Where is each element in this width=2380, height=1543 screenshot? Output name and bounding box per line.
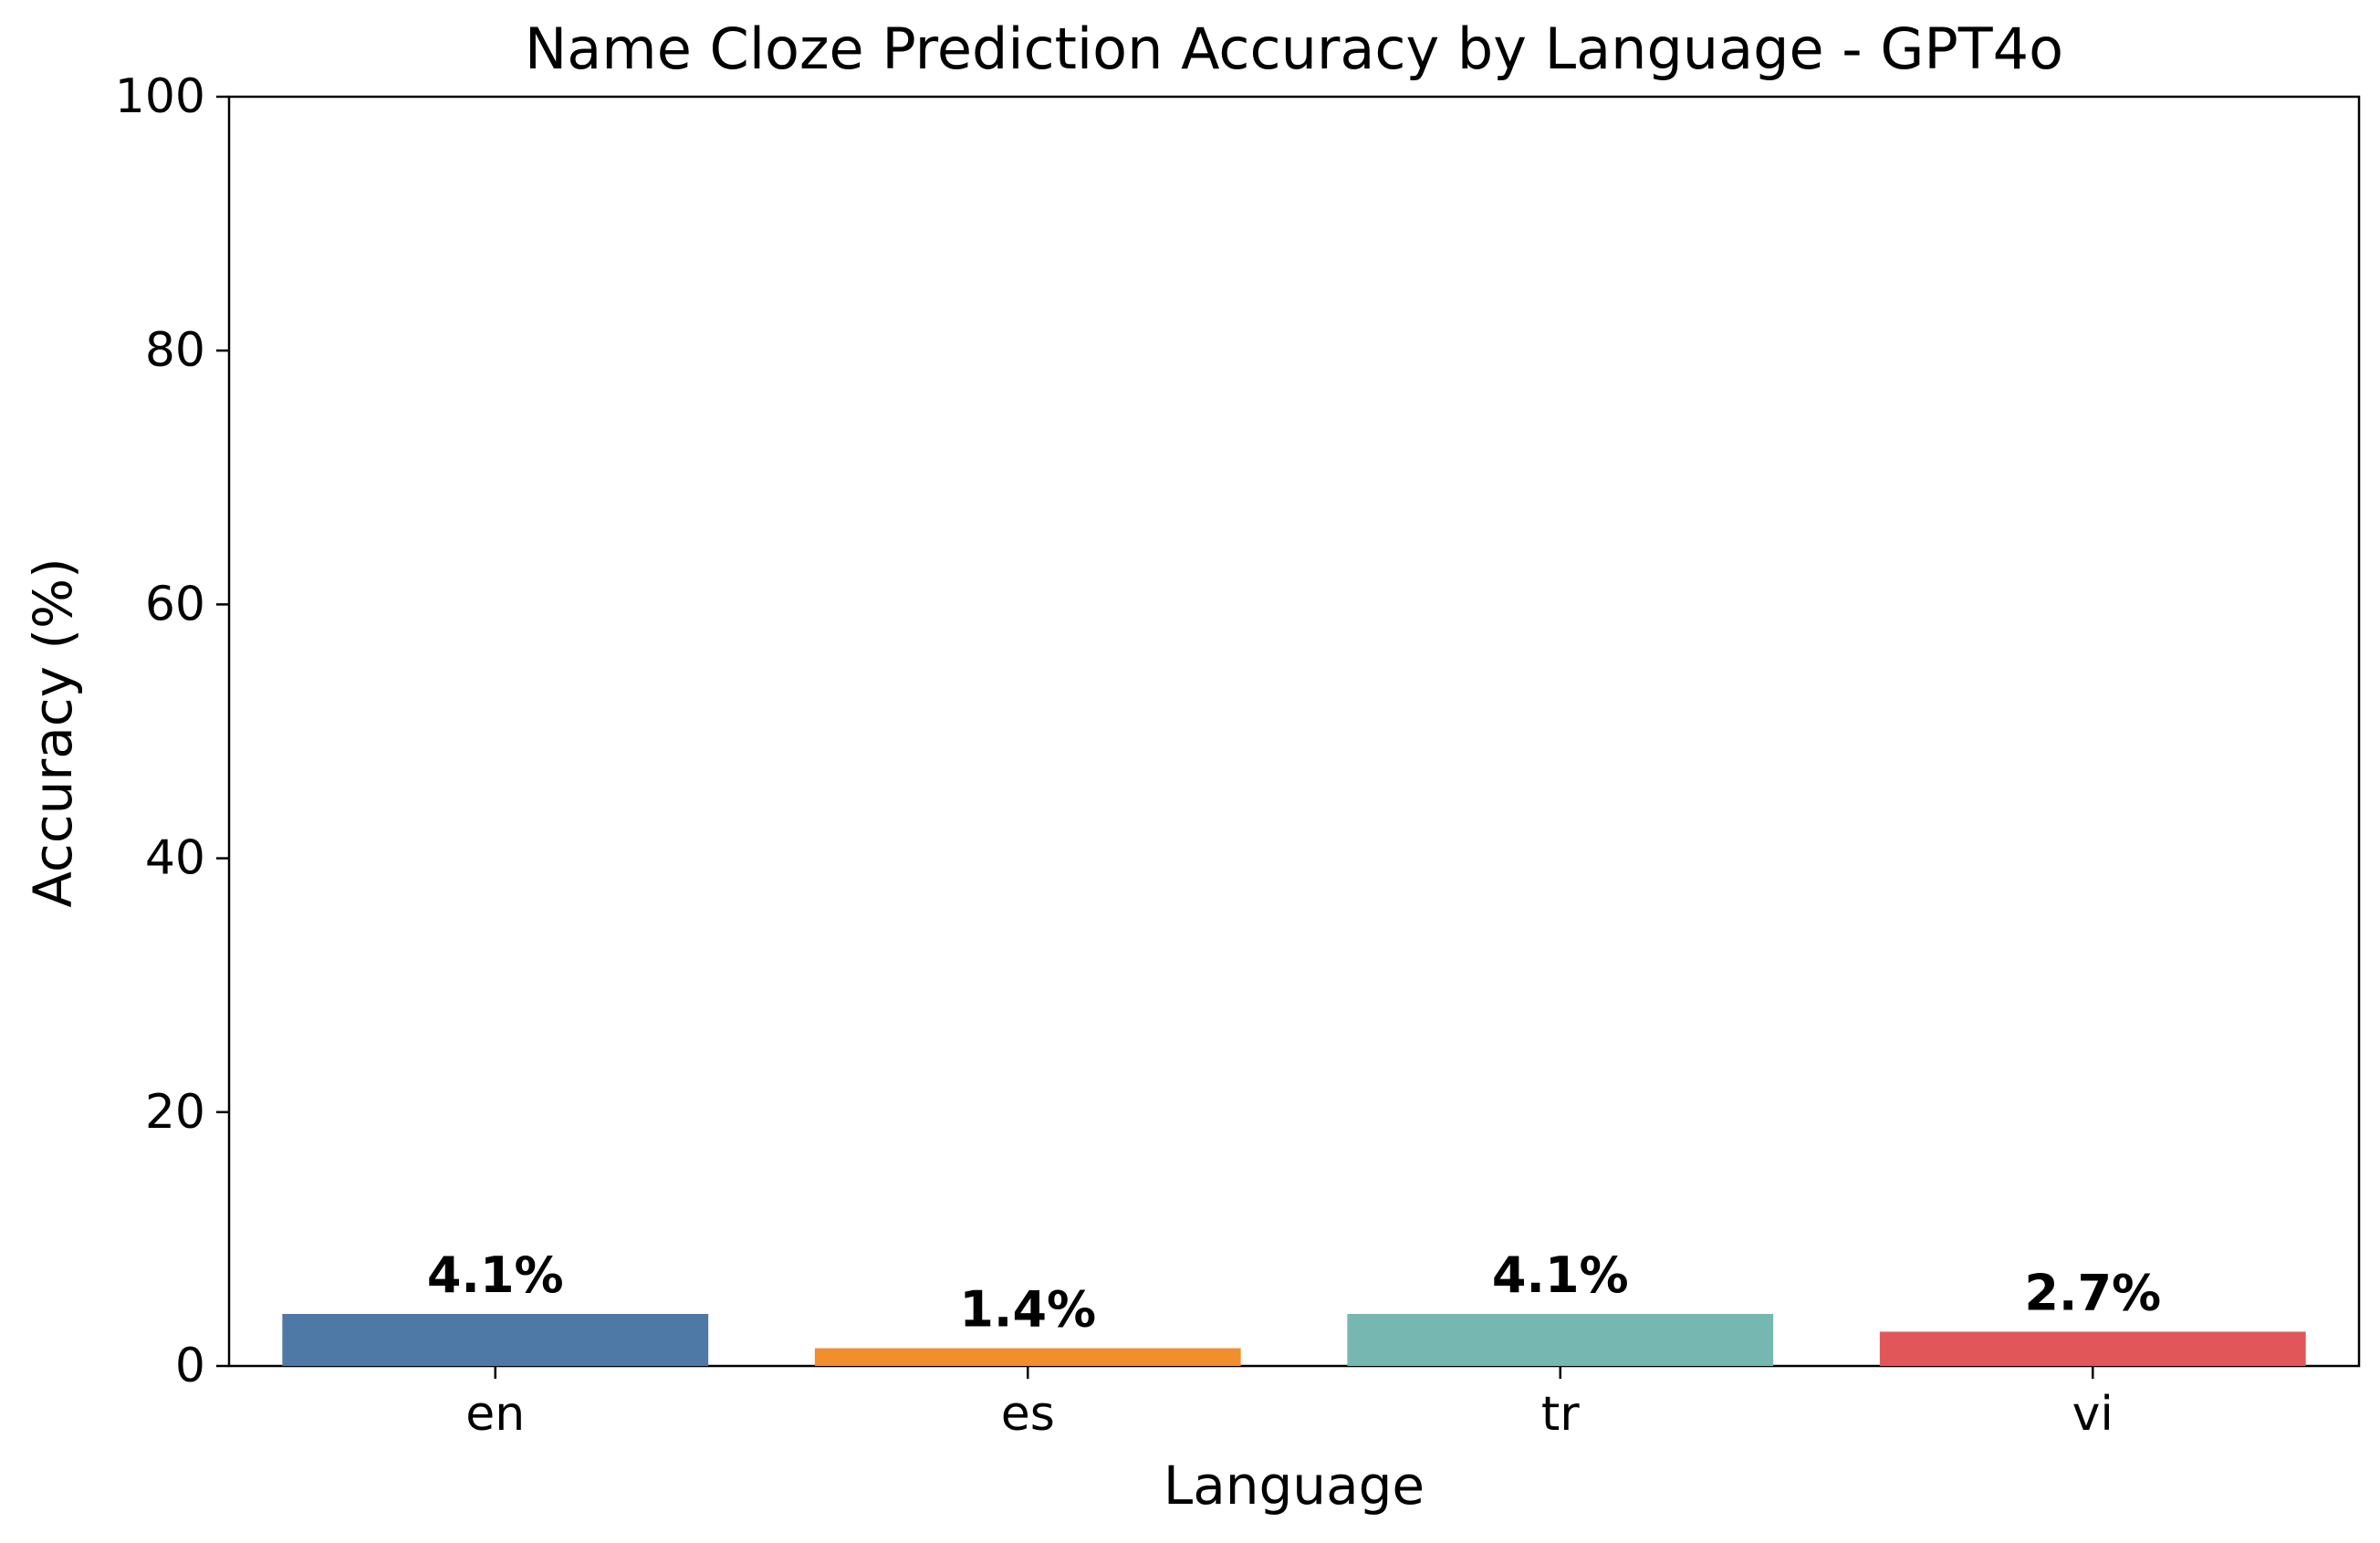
plot-frame — [227, 95, 2361, 1368]
data-label-es: 1.4% — [959, 1281, 1096, 1339]
chart-title: Name Cloze Prediction Accuracy by Langua… — [525, 16, 2063, 82]
data-label-tr: 4.1% — [1492, 1246, 1629, 1304]
y-tick-label-20: 20 — [145, 1085, 205, 1140]
x-tick-label-en: en — [465, 1387, 525, 1442]
plot-area — [227, 95, 2361, 1368]
data-label-en: 4.1% — [427, 1246, 564, 1304]
y-tick-label-60: 60 — [145, 577, 205, 631]
x-tick-label-es: es — [1001, 1387, 1055, 1442]
x-tick-label-vi: vi — [2072, 1387, 2114, 1442]
bar-tr — [1347, 1313, 1774, 1366]
axis-ticks: 0 20 40 60 80 100 en es tr vi — [115, 69, 2114, 1442]
x-tick-label-tr: tr — [1541, 1387, 1580, 1442]
bars — [282, 1313, 2306, 1366]
y-tick-label-40: 40 — [145, 831, 205, 886]
y-axis-label: Accuracy (%) — [22, 558, 84, 908]
y-tick-label-100: 100 — [115, 69, 205, 124]
x-axis-label: Language — [1164, 1454, 1425, 1517]
y-tick-label-80: 80 — [145, 323, 205, 378]
bar-en — [282, 1313, 709, 1366]
data-labels: 4.1% 1.4% 4.1% 2.7% — [427, 1246, 2161, 1339]
bar-es — [814, 1348, 1241, 1366]
data-label-vi: 2.7% — [2024, 1264, 2161, 1321]
y-tick-label-0: 0 — [175, 1339, 205, 1393]
bar-vi — [1879, 1331, 2306, 1366]
